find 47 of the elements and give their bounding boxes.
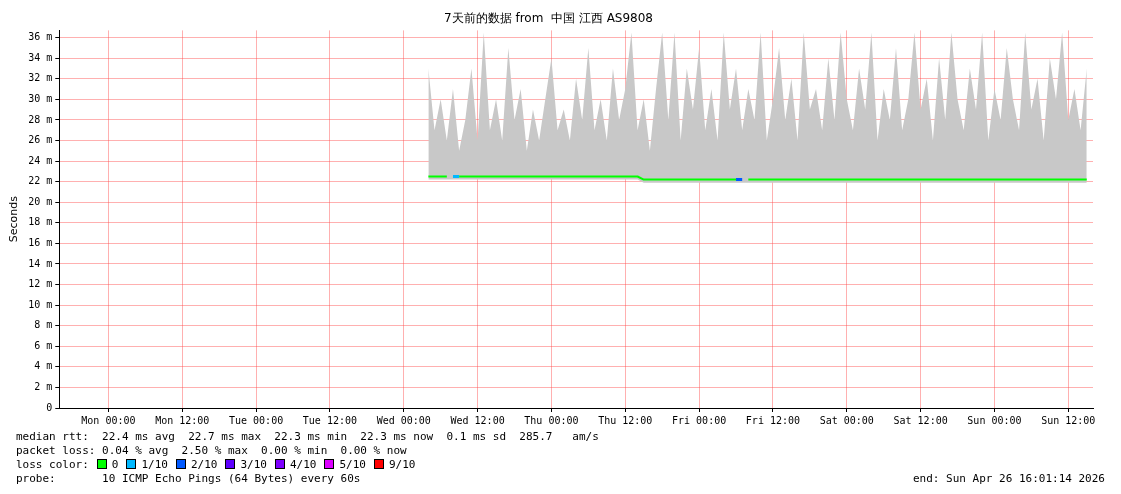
y-tick-label: 32 m (28, 72, 53, 84)
legend-label: 1/10 (141, 458, 168, 471)
y-tick-label: 20 m (28, 195, 53, 207)
y-tick-label: 2 m (34, 381, 53, 393)
chart-title: 7天前的数据 from 中国 江西 AS9808 (444, 11, 653, 26)
y-tick-label: 24 m (28, 154, 53, 166)
text: median rtt: 22.4 ms avg 22.7 ms max 22.3 ms min 22.3 ms now 0.1 ms sd 285.7 am/s (16, 430, 599, 444)
x-tick-label: Sun 00:00 (967, 414, 1022, 426)
x-tick-label: Fri 12:00 (745, 414, 801, 426)
x-tick-label: Sat 00:00 (819, 414, 874, 426)
text: loss color: (16, 458, 89, 471)
y-tick-label: 12 m (28, 278, 53, 290)
y-tick-label: 28 m (28, 113, 53, 125)
x-tick-label: Mon 00:00 (81, 414, 136, 426)
y-tick-label: 8 m (34, 319, 53, 331)
y-tick-label: 36 m (28, 31, 53, 43)
legend-label: 5/10 (339, 458, 366, 471)
legend-label: 2/10 (190, 458, 218, 471)
y-tick-label: 18 m (28, 216, 53, 228)
legend-label: 9/10 (388, 458, 416, 471)
y-axis-title: Seconds (7, 195, 21, 243)
y-tick-label: 34 m (28, 51, 53, 63)
text: packet loss: 0.04 % avg 2.50 % max 0.00 % min 0.00 % now (16, 444, 407, 458)
legend-label: 0 (111, 458, 119, 471)
x-tick-label: Wed 12:00 (450, 414, 505, 426)
x-tick-label: Tue 00:00 (228, 414, 284, 426)
y-tick-label: 0 (46, 401, 53, 413)
x-tick-label: Tue 12:00 (302, 414, 358, 426)
y-tick-label: 30 m (28, 92, 53, 104)
x-tick-label: Sun 12:00 (1041, 414, 1096, 426)
y-tick-label: 10 m (28, 298, 53, 310)
x-tick-label: Thu 12:00 (598, 414, 653, 426)
x-tick-label: Wed 00:00 (376, 414, 431, 426)
y-tick-label: 14 m (28, 257, 53, 269)
y-tick-label: 22 m (28, 175, 53, 187)
text: probe: 10 ICMP Echo Pings (64 Bytes) every 60s (16, 472, 361, 486)
text: end: Sun Apr 26 16:01:14 2026 (912, 472, 1105, 486)
y-tick-label: 16 m (28, 236, 53, 248)
x-tick-label: Sat 12:00 (893, 414, 948, 426)
x-tick-label: Thu 00:00 (524, 414, 579, 426)
legend-label: 3/10 (240, 458, 267, 471)
y-tick-label: 6 m (34, 339, 53, 351)
y-tick-label: 4 m (34, 360, 53, 372)
x-tick-label: Fri 00:00 (672, 414, 727, 426)
y-tick-label: 26 m (28, 134, 53, 146)
x-tick-label: Mon 12:00 (155, 414, 210, 426)
legend-label: 4/10 (289, 458, 317, 471)
